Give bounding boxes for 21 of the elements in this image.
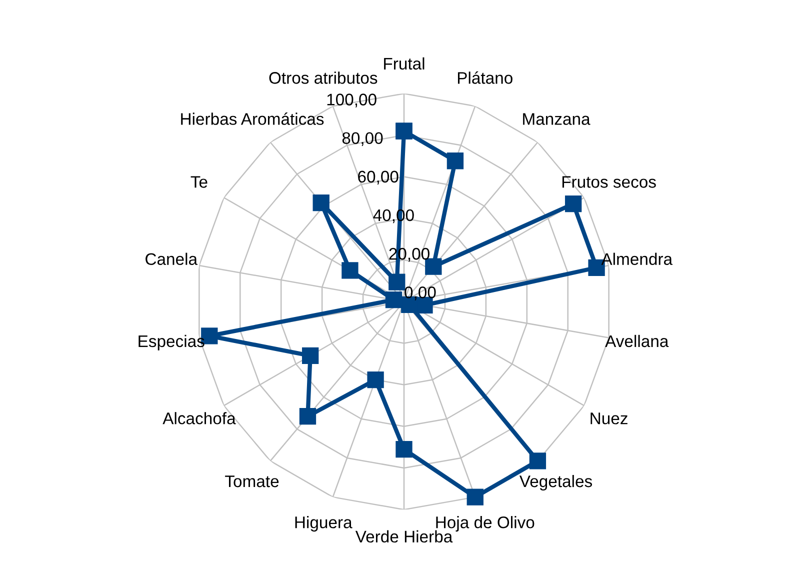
spoke-label: Nuez	[590, 412, 628, 424]
spoke-label: Hoja de Olivo	[436, 516, 534, 532]
spoke-label: Te	[190, 176, 208, 188]
spoke-label: Frutos secos	[562, 176, 656, 188]
spoke-label: Frutal	[384, 57, 424, 70]
spoke-label: Especias	[138, 334, 204, 350]
y-tick-label: 60,00	[358, 170, 398, 185]
y-tick-label: 80,00	[342, 132, 383, 146]
spoke-label: Otros atributos	[269, 72, 378, 84]
spoke-label: Manzana	[523, 113, 590, 125]
spoke-label: Canela	[146, 252, 198, 266]
spoke-label: Avellana	[605, 334, 669, 348]
spoke-label: Vegetales	[519, 474, 592, 491]
spoke-label: Alcachofa	[162, 412, 236, 424]
spoke-label: Plátano	[458, 71, 512, 84]
spoke-label: Higuera	[295, 516, 352, 532]
spoke-label: Verde Hierba	[355, 530, 453, 543]
spoke-label: Hierbas Aromáticas	[181, 112, 324, 125]
spoke-label: Almendra	[601, 252, 673, 266]
y-tick-label: 100,00	[327, 94, 376, 108]
spoke-label: Tomate	[225, 476, 279, 488]
